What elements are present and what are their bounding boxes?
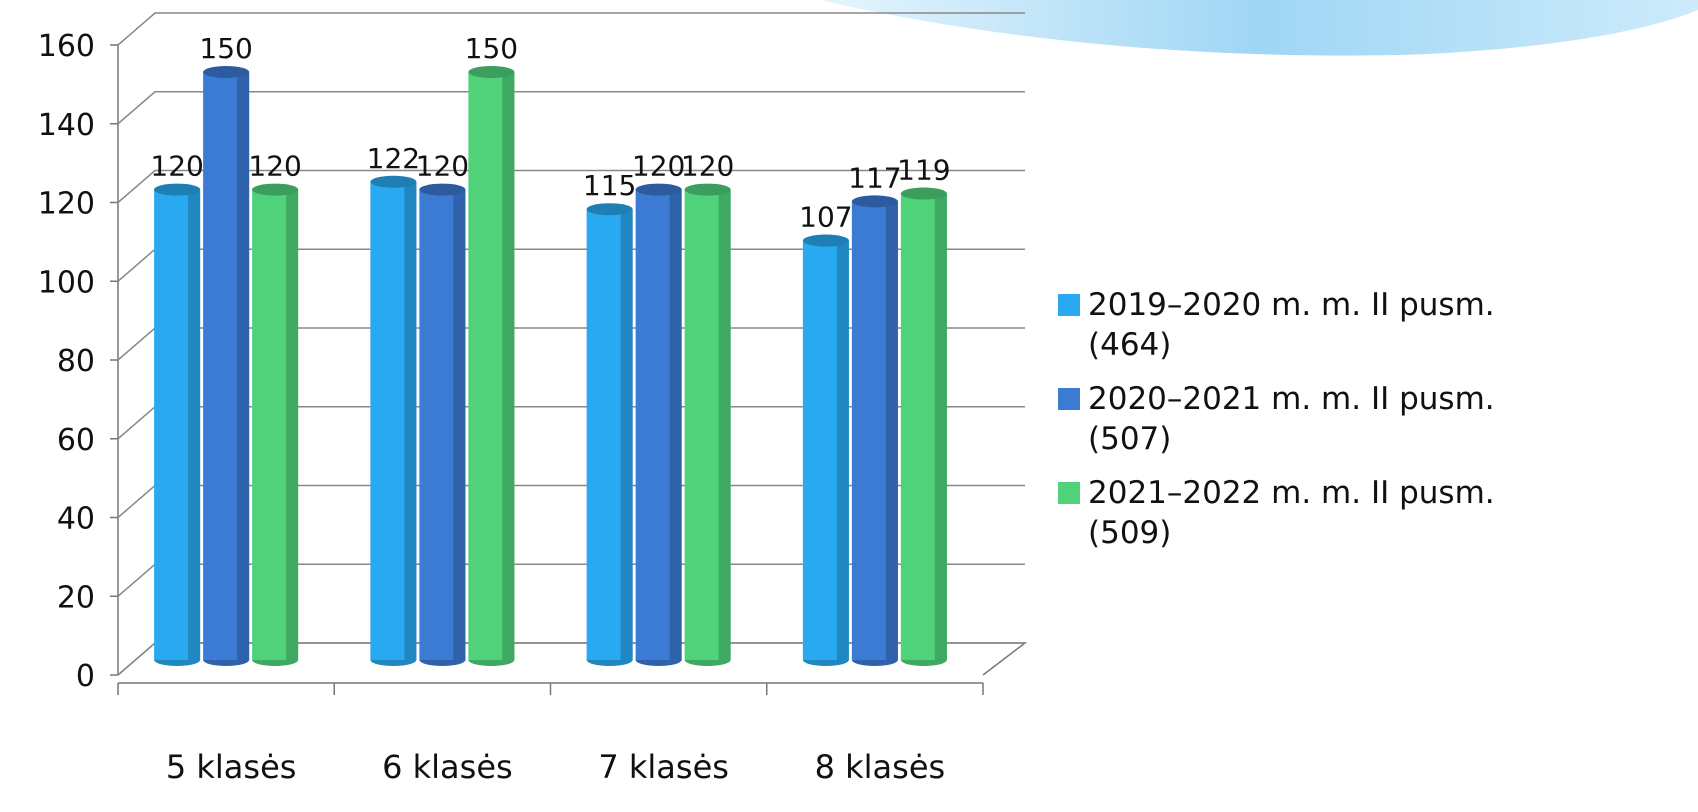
grid-line [117,12,1025,46]
legend-entry: 2019–2020 m. m. II pusm. (464) [1058,285,1678,365]
y-tick-label: 120 [38,187,95,222]
bar-part [252,183,299,196]
bar [203,66,250,666]
decoration [820,0,1698,56]
bar-part [620,209,633,660]
grid-line [117,169,1025,204]
data-label: 120 [632,150,685,183]
legend-entry: 2020–2021 m. m. II pusm. (507) [1058,379,1678,459]
bar [684,183,731,666]
legend: 2019–2020 m. m. II pusm. (464) 2020–2021 … [1058,285,1678,567]
bar-part [468,66,515,78]
y-tick-label: 40 [57,502,95,537]
y-tick-label: 20 [57,580,95,615]
data-label: 107 [799,201,852,234]
bar-part [851,195,898,208]
x-tick-label: 8 klasės [815,748,946,786]
bar-part [885,201,898,661]
bar-part [370,175,417,188]
legend-label: 2020–2021 m. m. II pusm. (507) [1088,381,1495,457]
legend-swatch [1058,388,1080,410]
bar-part [586,203,633,216]
data-label: 150 [199,32,252,65]
x-tick-label: 5 klasės [166,748,297,786]
data-label: 120 [681,150,734,183]
bar [900,187,947,666]
bar [419,183,466,666]
legend-entry: 2021–2022 m. m. II pusm. (509) [1058,473,1678,553]
bar [154,183,201,666]
data-label: 117 [848,161,901,194]
bar [370,175,417,666]
bar [252,183,299,666]
grid-line [117,91,1025,125]
bar-part [635,183,682,196]
y-tick-label: 80 [57,344,95,379]
bar-part [900,187,947,200]
bar-part [502,72,515,660]
data-label: 120 [416,150,469,183]
bar-part [203,66,250,78]
bar-part [836,240,849,660]
y-tick-label: 60 [57,423,95,458]
bar [851,195,898,666]
bar-part [237,72,250,660]
bar-part [154,183,201,196]
legend-swatch [1058,294,1080,316]
y-tick-label: 0 [76,659,95,694]
bar [635,183,682,666]
bar-part [188,189,201,660]
data-label: 120 [248,150,301,183]
bar-part [934,193,947,660]
bar-part [404,181,417,660]
y-tick-label: 160 [38,29,95,64]
x-tick-label: 6 klasės [382,748,513,786]
legend-swatch [1058,482,1080,504]
bar-part [419,183,466,196]
legend-label: 2021–2022 m. m. II pusm. (509) [1088,475,1495,551]
x-tick-label: 7 klasės [598,748,729,786]
y-tick-label: 100 [38,265,95,300]
bar-part [684,183,731,196]
bar-part [286,189,299,660]
data-label: 150 [465,32,518,65]
bar-part [669,189,682,660]
bar [468,66,515,666]
bar-part [718,189,731,660]
bar-part [453,189,466,660]
bar [586,203,633,666]
y-tick-label: 140 [38,108,95,143]
data-label: 115 [583,169,636,202]
data-label: 120 [150,150,203,183]
legend-label: 2019–2020 m. m. II pusm. (464) [1088,287,1495,363]
bar [802,234,849,666]
bar-part [802,234,849,247]
data-label: 119 [897,154,950,187]
data-label: 122 [367,142,420,175]
